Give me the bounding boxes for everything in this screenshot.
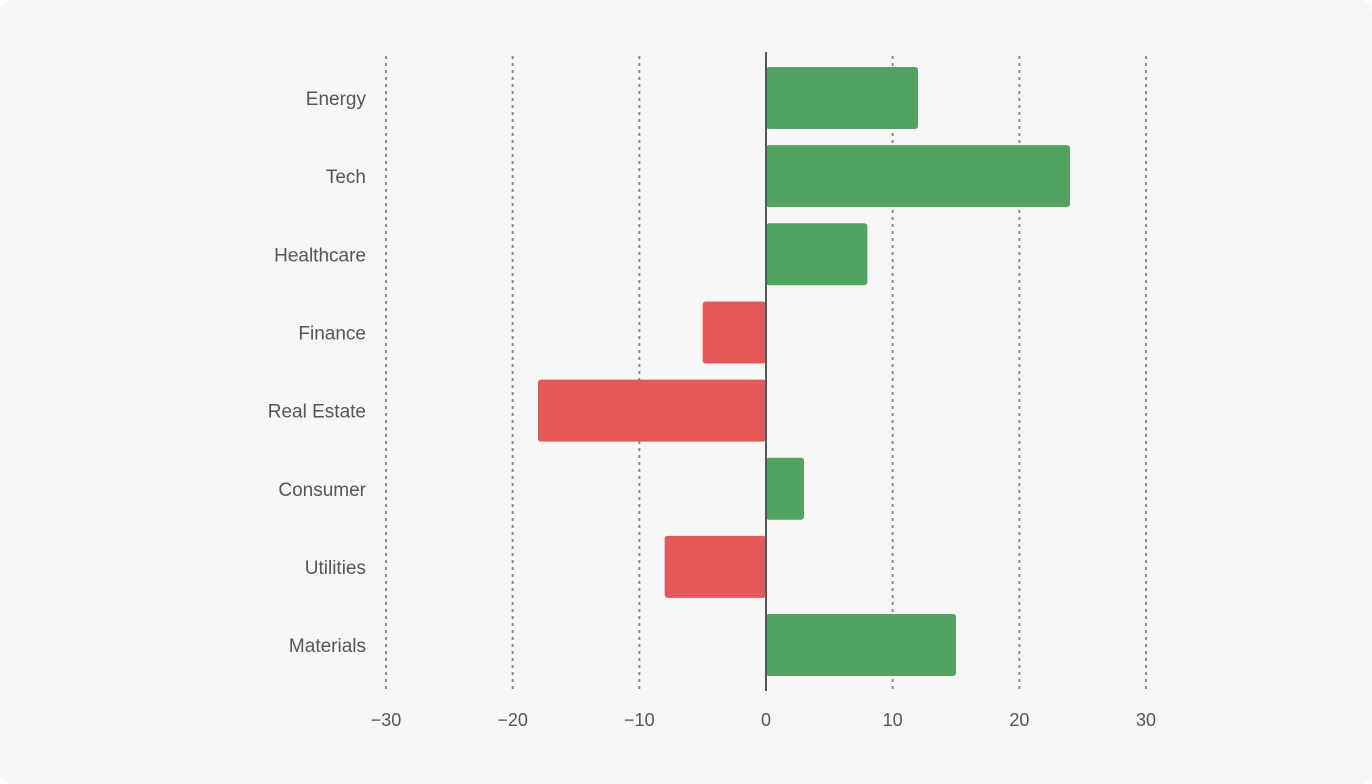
x-tick-label-0: −30 [371,710,402,730]
category-label-tech: Tech [326,167,366,188]
x-tick-label-4: 10 [883,710,903,730]
bar-layer [538,67,1070,677]
category-label-layer: Energy Tech Healthcare Finance Real Estate Co… [268,89,367,657]
bar-consumer [766,457,804,520]
category-label-materials: Materials [289,636,366,657]
category-label-utilities: Utilities [305,558,366,579]
x-tick-label-5: 20 [1009,710,1029,730]
x-tick-label-1: −20 [497,710,528,730]
bar-real-estate [538,379,766,442]
category-label-real-estate: Real Estate [268,402,366,423]
x-tick-label-6: 30 [1136,710,1156,730]
category-label-healthcare: Healthcare [274,245,366,266]
category-label-consumer: Consumer [278,480,366,501]
bar-materials [766,614,956,677]
bar-finance [702,301,766,364]
category-label-energy: Energy [306,89,367,110]
category-label-finance: Finance [298,323,366,344]
bar-healthcare [766,223,868,286]
x-tick-label-2: −10 [624,710,655,730]
bar-utilities [664,535,766,598]
x-tick-layer: −30 −20 −10 0 10 20 30 [371,710,1156,730]
x-tick-label-3: 0 [761,710,771,730]
bar-tech [766,145,1070,208]
bar-energy [766,67,918,129]
